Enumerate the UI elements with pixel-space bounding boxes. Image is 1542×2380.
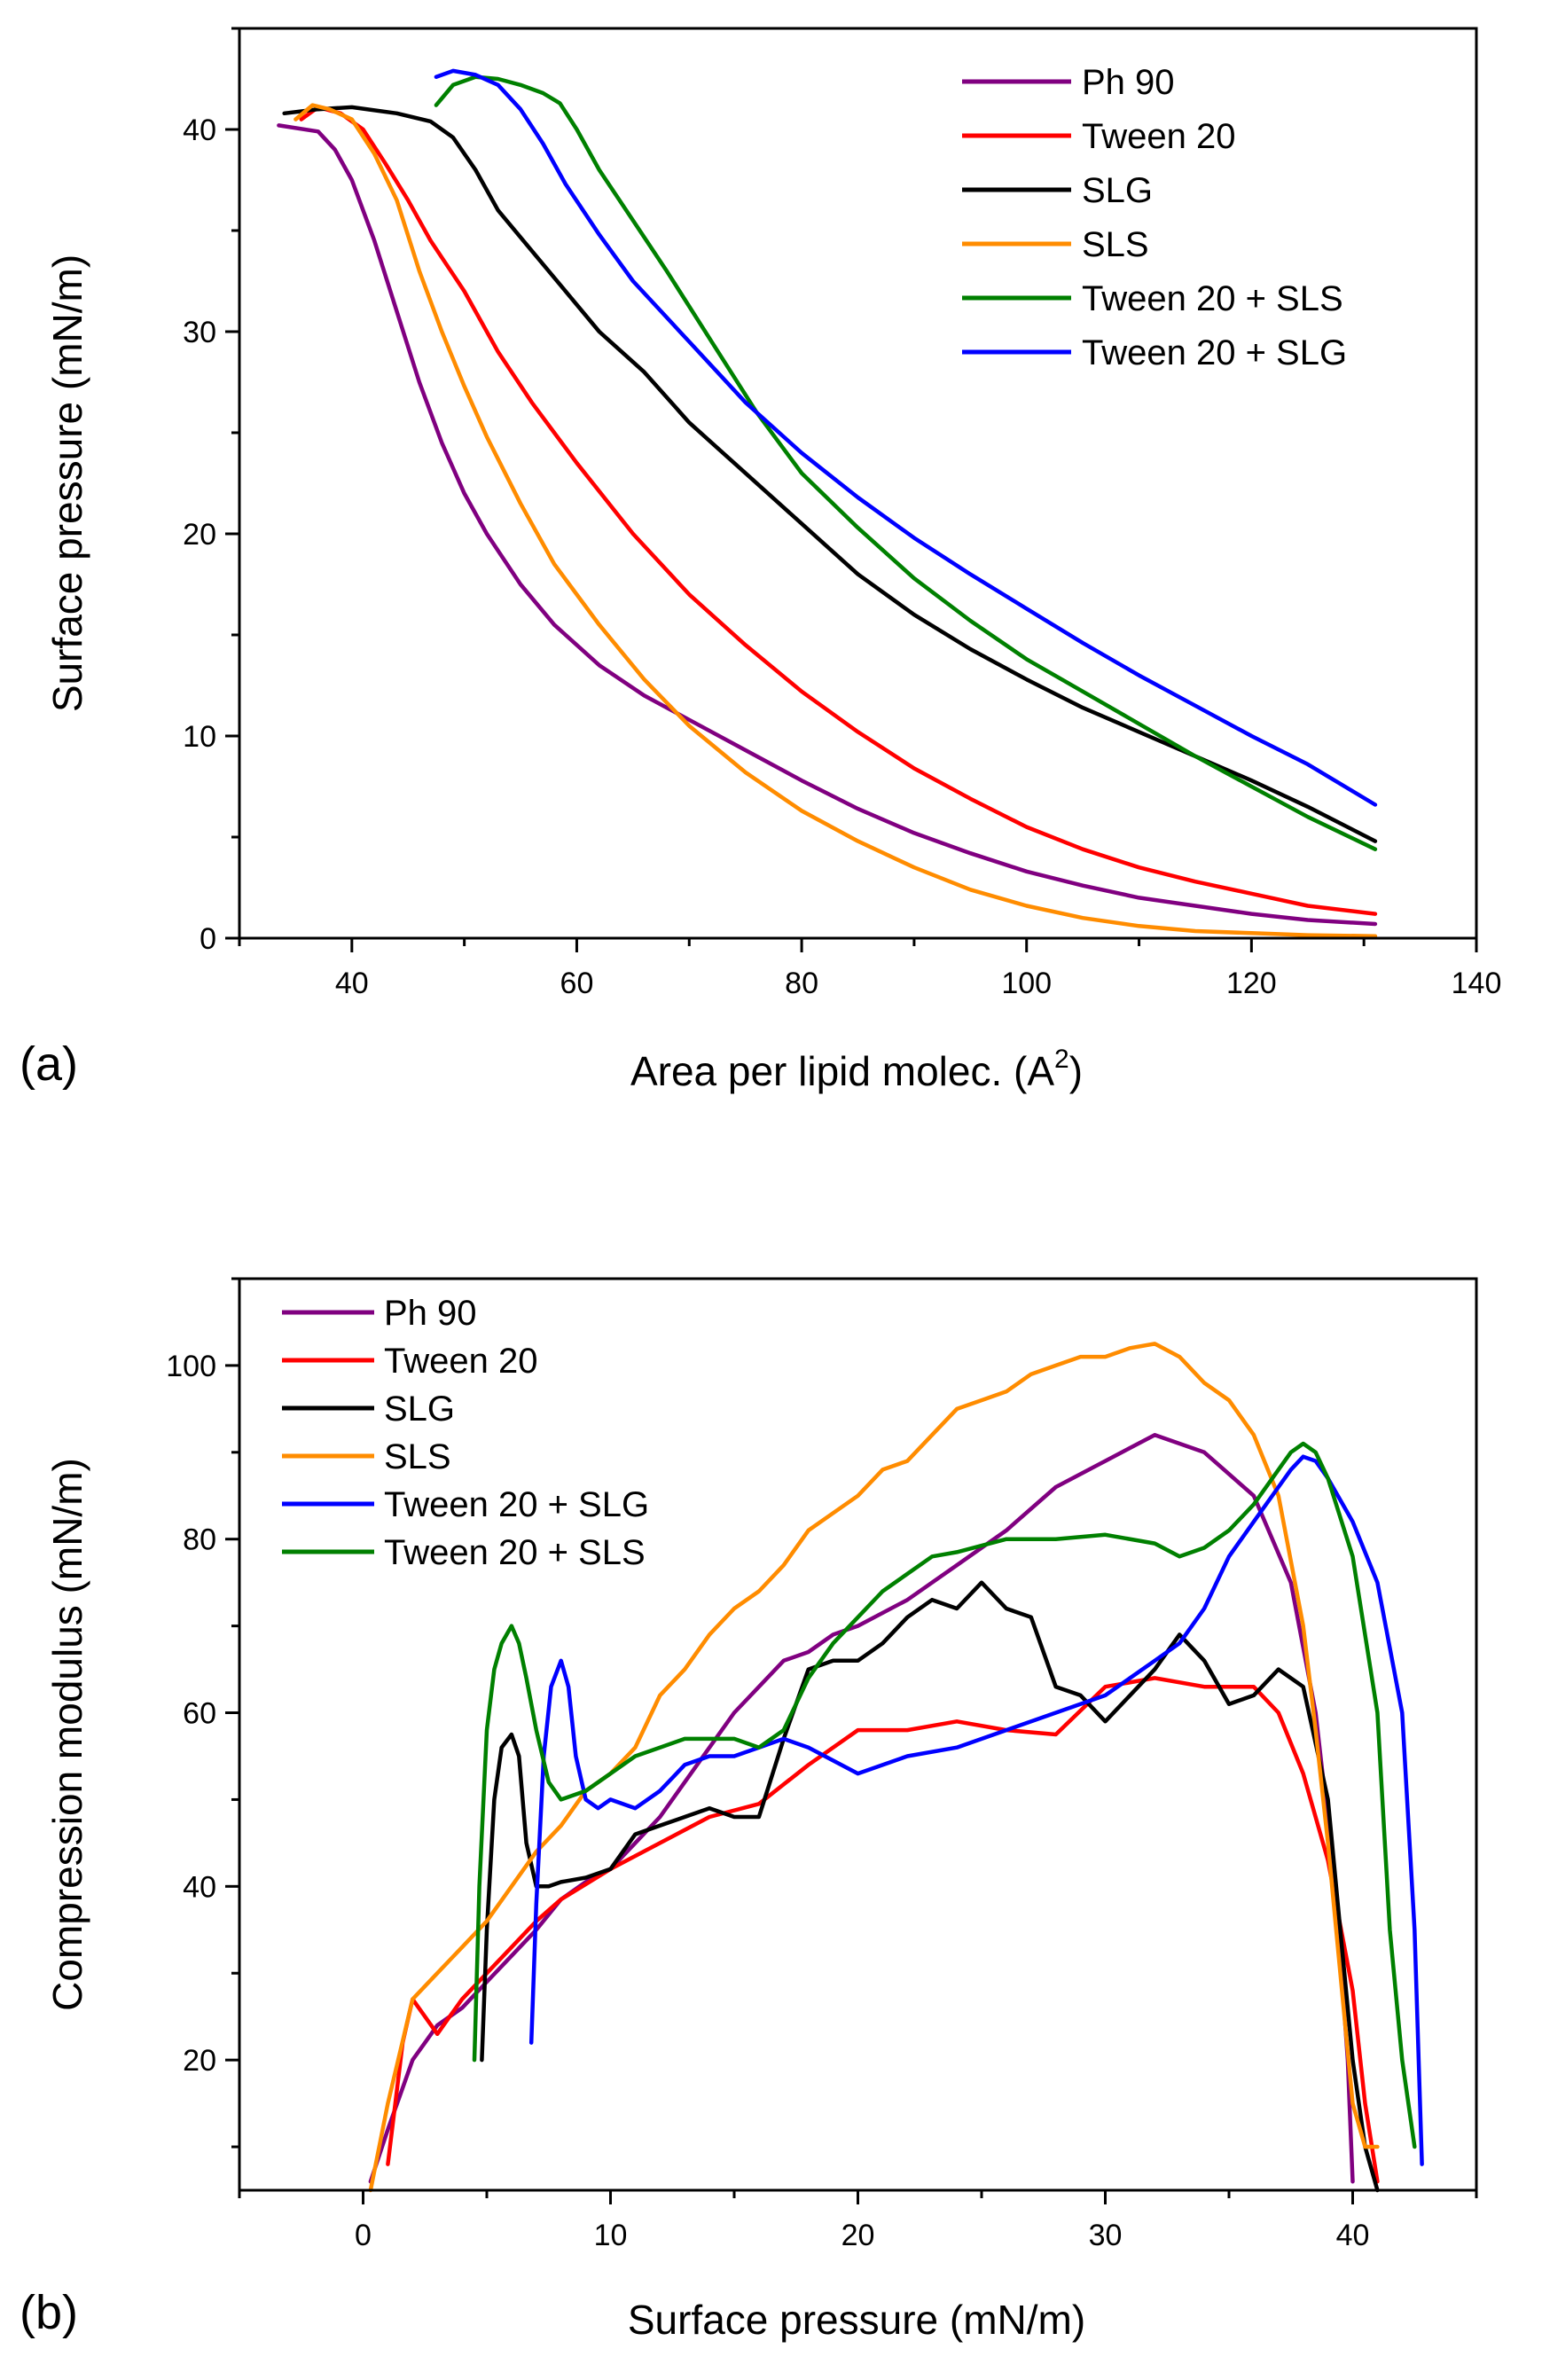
panel-b-x-tick-label: 0 xyxy=(355,2219,372,2252)
panel-a-legend-label-sls: SLS xyxy=(1082,225,1149,264)
panel-b-x-axis-label: Surface pressure (mN/m) xyxy=(628,2297,1085,2343)
panel-b-legend-label-sls: SLS xyxy=(384,1437,451,1476)
panel-a-legend-label-tween20-slg: Tween 20 + SLG xyxy=(1082,333,1347,372)
panel-a-y-tick-label: 20 xyxy=(183,518,216,552)
panel-a-plot-frame xyxy=(238,27,1478,940)
panel-b-y-tick-label: 60 xyxy=(183,1697,216,1731)
panel-b-x-tick-label: 30 xyxy=(1089,2219,1123,2252)
panel-b-axes: 0 10 20 30 40 20 40 60 80 100 xyxy=(166,1277,1478,2252)
panel-a-label: (a) xyxy=(20,1037,78,1091)
panel-b-legend-label-tween20: Tween 20 xyxy=(384,1342,537,1381)
panel-a-x-axis-label: Area per lipid molec. (A2) xyxy=(630,1045,1083,1094)
panel-a-plot-lines xyxy=(277,68,1378,938)
panel-a-legend-label-tween20: Tween 20 xyxy=(1082,117,1235,156)
panel-b-series-slg xyxy=(480,1580,1380,2193)
panel-a-series-tween-20-slg xyxy=(434,68,1378,807)
panel-a-x-axis-label-superscript: 2 xyxy=(1054,1045,1069,1074)
panel-a-series-slg xyxy=(282,105,1378,843)
panel-a-legend-label-tween20-sls: Tween 20 + SLS xyxy=(1082,279,1343,318)
panel-b-series-tween-20 xyxy=(386,1676,1380,2184)
panel-b-series-tween-20-slg xyxy=(528,1454,1424,2166)
panel-a-x-tick-label: 80 xyxy=(785,967,818,1000)
panel-b-label: (b) xyxy=(20,2286,78,2339)
panel-a-x-tick-label: 100 xyxy=(1001,967,1052,1000)
panel-b-y-tick-label: 100 xyxy=(166,1350,216,1383)
panel-a-y-tick-label: 10 xyxy=(183,720,216,754)
panel-a-x-axis-label-main: Area per lipid molec. (A xyxy=(630,1048,1054,1094)
panel-a-surface-pressure-isotherm: 40 60 80 100 120 140 0 10 20 30 40 Surface pressur… xyxy=(20,27,1502,1094)
panel-a-series-sls xyxy=(294,103,1378,938)
panel-a-legend: Ph 90 Tween 20 SLG SLS Tween 20 + SLS Tw… xyxy=(962,63,1347,372)
panel-a-y-tick-label: 30 xyxy=(183,316,216,349)
panel-b-x-tick-label: 10 xyxy=(594,2219,628,2252)
panel-a-axes: 40 60 80 100 120 140 0 10 20 30 40 xyxy=(183,27,1502,1000)
panel-a-series-ph-90 xyxy=(277,123,1378,927)
panel-b-y-tick-label: 40 xyxy=(183,1870,216,1904)
panel-a-x-tick-label: 120 xyxy=(1226,967,1277,1000)
panel-b-compression-modulus: 0 10 20 30 40 20 40 60 80 100 Compression modulus… xyxy=(20,1277,1478,2343)
panel-a-series-tween-20 xyxy=(299,105,1378,916)
panel-b-x-tick-label: 40 xyxy=(1336,2219,1370,2252)
panel-b-series-tween-20-sls xyxy=(472,1441,1417,2149)
panel-a-x-tick-label: 60 xyxy=(560,967,594,1000)
panel-b-y-axis-label: Compression modulus (mN/m) xyxy=(44,1458,90,2011)
panel-a-y-axis-label: Surface pressure (mN/m) xyxy=(44,254,90,712)
panel-b-legend-label-tween20-slg: Tween 20 + SLG xyxy=(384,1485,649,1524)
panel-a-legend-label-slg: SLG xyxy=(1082,171,1153,210)
panel-a-x-tick-label: 140 xyxy=(1452,967,1502,1000)
panel-a-x-tick-label: 40 xyxy=(335,967,369,1000)
panel-b-legend-label-ph90: Ph 90 xyxy=(384,1294,477,1333)
panel-b-y-tick-label: 20 xyxy=(183,2044,216,2078)
panel-b-legend-label-tween20-sls: Tween 20 + SLS xyxy=(384,1533,646,1572)
panel-b-x-tick-label: 20 xyxy=(841,2219,875,2252)
panel-a-legend-label-ph90: Ph 90 xyxy=(1082,63,1175,102)
panel-b-legend-label-slg: SLG xyxy=(384,1390,455,1429)
panel-a-x-axis-label-end: ) xyxy=(1069,1048,1083,1094)
panel-a-y-tick-label: 40 xyxy=(183,114,216,147)
panel-a-series-tween-20-sls xyxy=(434,74,1378,851)
panel-b-y-tick-label: 80 xyxy=(183,1523,216,1557)
panel-a-y-tick-label: 0 xyxy=(200,922,216,956)
panel-b-legend: Ph 90 Tween 20 SLG SLS Tween 20 + SLG Tw… xyxy=(282,1294,649,1572)
panel-b-plot-lines xyxy=(368,1342,1424,2193)
panel-b-series-sls xyxy=(368,1342,1380,2193)
panel-b-series-ph-90 xyxy=(368,1432,1355,2184)
